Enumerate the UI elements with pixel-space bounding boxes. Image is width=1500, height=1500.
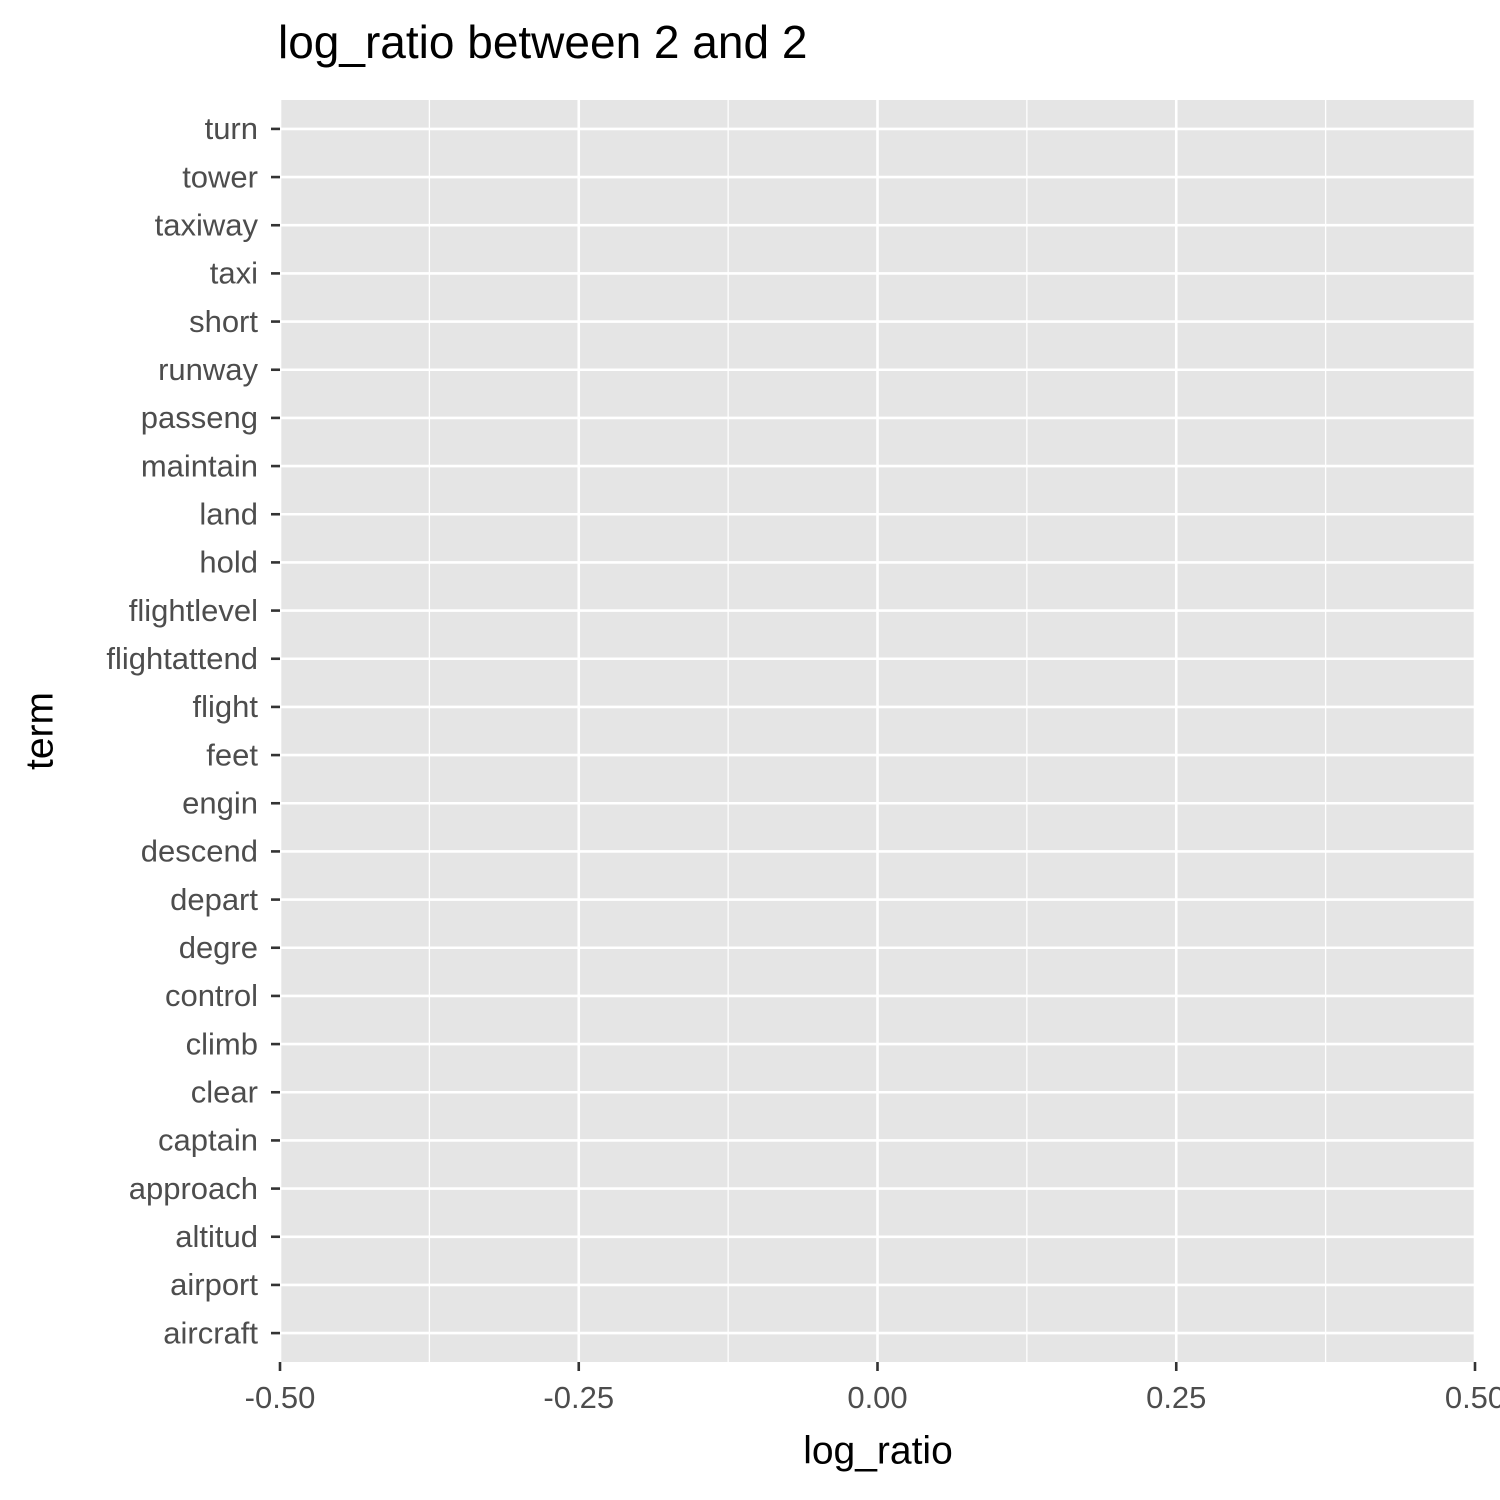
x-axis-title: log_ratio — [803, 1429, 953, 1472]
x-tick-label: 0.25 — [1146, 1380, 1206, 1415]
chart-title: log_ratio between 2 and 2 — [278, 16, 807, 68]
y-tick-label: engin — [182, 785, 258, 820]
y-tick-label: runway — [158, 352, 258, 387]
y-axis-title: term — [18, 692, 61, 770]
y-tick-label: depart — [170, 882, 258, 917]
y-tick-label: short — [189, 304, 258, 339]
x-tick-label: 0.50 — [1445, 1380, 1500, 1415]
y-tick-label: taxi — [210, 256, 258, 291]
y-tick-label: altitud — [175, 1219, 258, 1254]
y-tick-label: degre — [179, 930, 258, 965]
y-tick-label: descend — [141, 834, 258, 869]
y-tick-label: flight — [193, 689, 259, 724]
y-tick-label: captain — [158, 1123, 258, 1158]
y-tick-label: maintain — [141, 448, 258, 483]
y-tick-label: passeng — [141, 400, 258, 435]
y-tick-label: clear — [191, 1074, 258, 1109]
y-tick-label: tower — [182, 159, 258, 194]
y-tick-label: land — [199, 496, 258, 531]
y-tick-label: flightattend — [106, 641, 258, 676]
y-tick-label: airport — [170, 1267, 258, 1302]
y-tick-label: feet — [206, 737, 258, 772]
x-tick-label: -0.50 — [245, 1380, 316, 1415]
y-tick-label: taxiway — [155, 207, 259, 242]
y-tick-label: flightlevel — [129, 593, 258, 628]
y-tick-label: control — [165, 978, 258, 1013]
x-tick-label: 0.00 — [847, 1380, 907, 1415]
y-tick-label: climb — [186, 1026, 258, 1061]
y-tick-label: aircraft — [163, 1315, 258, 1350]
y-tick-label: turn — [205, 111, 258, 146]
y-tick-label: approach — [129, 1171, 258, 1206]
y-tick-label: hold — [199, 545, 258, 580]
x-tick-label: -0.25 — [543, 1380, 614, 1415]
